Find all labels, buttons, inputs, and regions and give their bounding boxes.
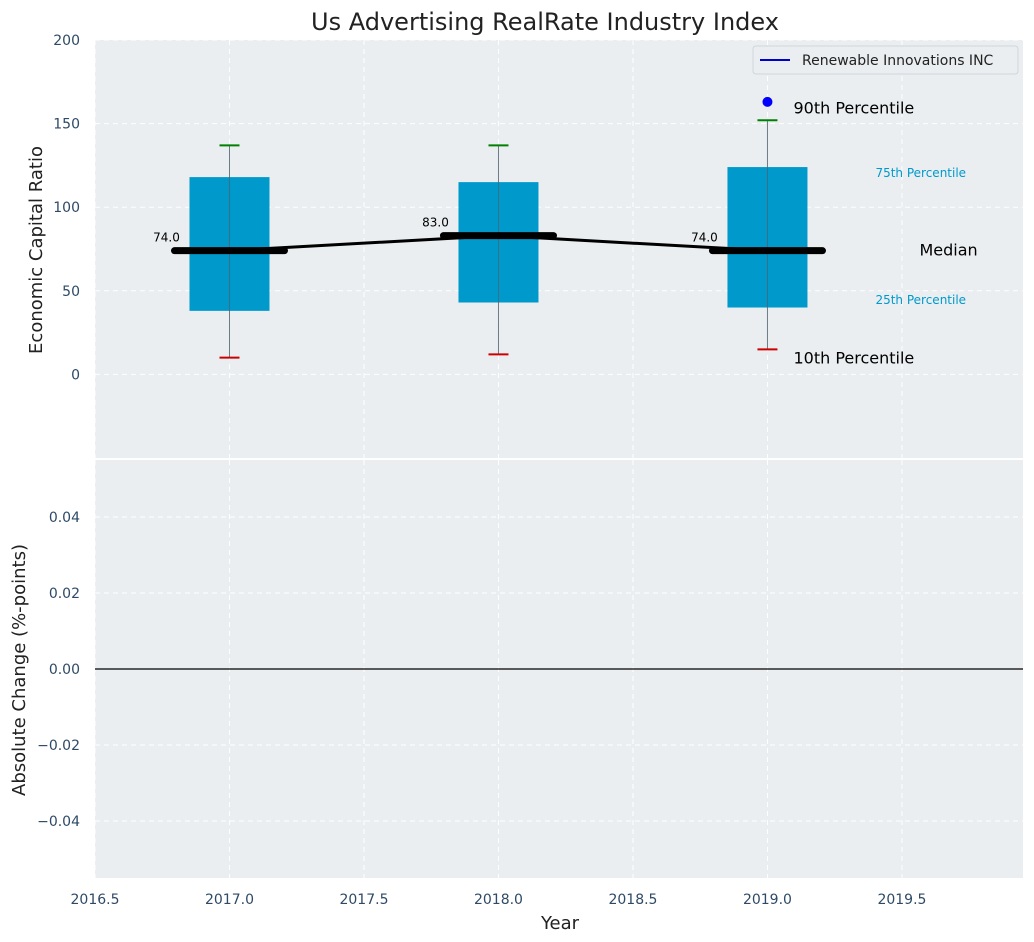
top-y-axis-label: Economic Capital Ratio — [26, 146, 47, 354]
top-y-tick-label: 0 — [71, 367, 80, 383]
top-y-tick-label: 200 — [53, 33, 80, 49]
annotation-10th-percentile: 10th Percentile — [793, 349, 914, 368]
x-tick-label: 2017.0 — [205, 892, 254, 908]
legend: Renewable Innovations INC — [752, 45, 1019, 75]
chart-title: Us Advertising RealRate Industry Index — [311, 8, 779, 36]
x-tick-label: 2018.0 — [474, 892, 523, 908]
bottom-y-axis-label: Absolute Change (%-points) — [9, 544, 30, 796]
x-axis-label: Year — [540, 913, 580, 934]
x-tick-label: 2018.5 — [608, 892, 657, 908]
bottom-y-tick-label: −0.02 — [37, 738, 80, 754]
top-y-tick-label: 150 — [53, 117, 80, 133]
x-tick-label: 2017.5 — [339, 892, 388, 908]
annotation-75th-percentile: 75th Percentile — [875, 166, 966, 180]
top-y-tick-label: 50 — [62, 284, 80, 300]
x-tick-label: 2016.5 — [71, 892, 120, 908]
annotation-median: Median — [919, 241, 977, 260]
median-value-label: 74.0 — [691, 231, 718, 245]
annotation-25th-percentile: 25th Percentile — [875, 293, 966, 307]
bottom-y-tick-label: −0.04 — [37, 814, 80, 830]
top-y-tick-label: 100 — [53, 200, 80, 216]
x-tick-label: 2019.5 — [877, 892, 926, 908]
median-value-label: 74.0 — [153, 231, 180, 245]
annotation-90th-percentile: 90th Percentile — [793, 99, 914, 118]
bottom-y-tick-label: 0.02 — [49, 586, 80, 602]
bottom-y-tick-label: 0.00 — [49, 662, 80, 678]
median-value-label: 83.0 — [422, 216, 449, 230]
x-tick-label: 2019.0 — [743, 892, 792, 908]
bottom-y-tick-label: 0.04 — [49, 510, 80, 526]
legend-label: Renewable Innovations INC — [802, 53, 994, 69]
legend-box — [752, 45, 1019, 75]
outlier-point — [762, 96, 773, 107]
